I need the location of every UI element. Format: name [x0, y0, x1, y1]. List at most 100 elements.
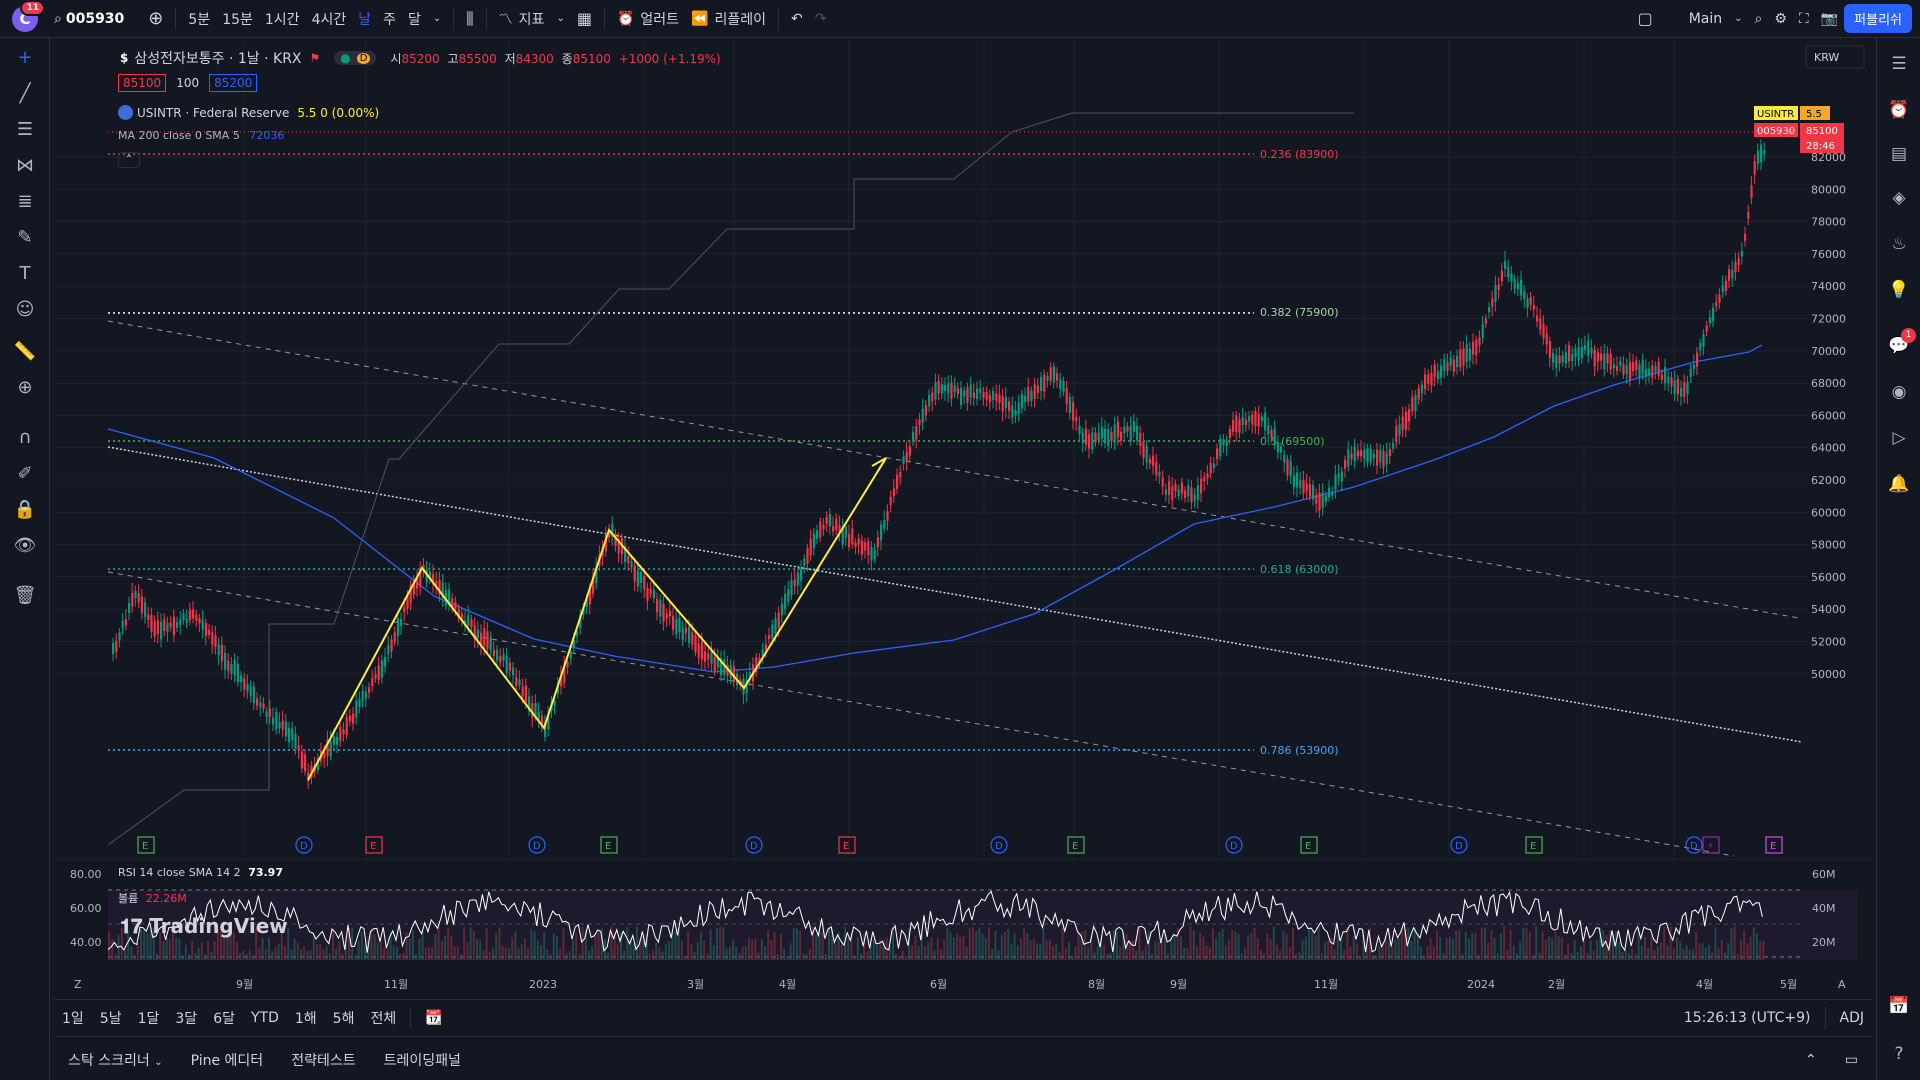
- event-marker-E[interactable]: E: [137, 836, 155, 854]
- range-6m[interactable]: 6달: [213, 1011, 235, 1027]
- rsi-legend[interactable]: RSI 14 close SMA 14 2 73.97: [118, 866, 283, 879]
- range-all[interactable]: 전체: [370, 1011, 397, 1027]
- adj-toggle[interactable]: ADJ: [1839, 1010, 1865, 1026]
- clock-timezone[interactable]: 15:26:13 (UTC+9): [1683, 1010, 1811, 1026]
- zoom-in-icon[interactable]: ⊕: [17, 377, 33, 398]
- time-axis[interactable]: Z A 9월 11월 2023 3월 4월 6월 8월 9월 11월 2024 2월 4월 5월: [54, 970, 1872, 996]
- indicators-button[interactable]: 〽 지표: [493, 0, 551, 38]
- tab-stock-screener[interactable]: 스탁 스크리너 ⌄: [68, 1053, 163, 1069]
- horizontal-lines-icon[interactable]: ☰: [16, 119, 34, 140]
- usintr-legend[interactable]: USINTR · Federal Reserve 5.5 0 (0.00%): [118, 105, 379, 120]
- candle-style-icon[interactable]: ⫼: [466, 8, 474, 28]
- time-axis-auto-icon[interactable]: A: [1838, 978, 1846, 991]
- settings-gear-icon[interactable]: ⚙: [1774, 10, 1787, 27]
- fib-tool-icon[interactable]: ≣: [17, 191, 33, 212]
- event-marker-D[interactable]: D: [295, 836, 313, 854]
- eye-icon[interactable]: 👁: [13, 535, 37, 556]
- event-marker-D[interactable]: D: [1225, 836, 1243, 854]
- interval-day[interactable]: 날: [358, 11, 372, 28]
- brush-icon[interactable]: ✎: [17, 227, 33, 248]
- event-marker-D[interactable]: D: [528, 836, 546, 854]
- ideas-bulb-icon[interactable]: 💡: [1888, 280, 1910, 300]
- interval-1h[interactable]: 1시간: [264, 11, 300, 28]
- fullscreen-icon[interactable]: ⛶: [1798, 10, 1809, 27]
- event-markers[interactable]: E D E D E D E D E D E D E D ⚡ E: [137, 836, 1783, 854]
- redo-icon[interactable]: ↷: [814, 10, 827, 27]
- main-chart-svg[interactable]: 0.236 (83900) 0.382 (75900) 0.5 (69500) …: [54, 40, 1872, 861]
- range-1m[interactable]: 1달: [137, 1011, 160, 1027]
- play-icon[interactable]: ▷: [1892, 428, 1906, 448]
- range-ytd[interactable]: YTD: [250, 1010, 279, 1026]
- range-1d[interactable]: 1일: [62, 1011, 84, 1027]
- pitchfork-icon[interactable]: ⋈: [16, 155, 34, 176]
- volume-legend[interactable]: 볼륨 22.26M: [118, 890, 187, 906]
- event-marker-E[interactable]: E: [1067, 836, 1085, 854]
- range-3m[interactable]: 3달: [175, 1011, 198, 1027]
- emoji-icon[interactable]: ☺: [15, 299, 35, 320]
- chevron-down-icon[interactable]: ⌄: [556, 13, 565, 24]
- channel-upper-line[interactable]: [107, 320, 1800, 619]
- event-marker-D[interactable]: D: [990, 836, 1008, 854]
- user-avatar[interactable]: C 11: [12, 0, 45, 32]
- rsi-line[interactable]: [107, 890, 1763, 953]
- time-axis-left-icon[interactable]: Z: [74, 978, 82, 991]
- hotlist-fire-icon[interactable]: ♨: [1891, 234, 1907, 254]
- symbol-legend[interactable]: $ 삼성전자보통주 · 1날 · KRX ⚑ ● D 시85200 고85500…: [120, 48, 721, 68]
- quick-search-icon[interactable]: ⌕: [1754, 10, 1763, 27]
- event-marker-E[interactable]: E: [1525, 836, 1543, 854]
- layout-square-icon[interactable]: ▢: [1637, 9, 1653, 28]
- symbol-search[interactable]: ⌕ 005930: [48, 0, 130, 38]
- zigzag-pattern[interactable]: [307, 457, 887, 781]
- replay-button[interactable]: ⏪ 리플레이: [685, 0, 772, 38]
- layers-icon[interactable]: ◈: [1892, 188, 1906, 208]
- status-pill[interactable]: ● D: [334, 51, 377, 65]
- ma200-line[interactable]: [107, 344, 1763, 673]
- usintr-line[interactable]: [107, 112, 1354, 846]
- camera-icon[interactable]: 📷: [1820, 10, 1839, 27]
- goto-date-calendar-icon[interactable]: 📆: [425, 1010, 443, 1026]
- alerts-clock-icon[interactable]: ⏰: [1888, 100, 1910, 120]
- crosshair-icon[interactable]: +: [17, 47, 33, 68]
- news-icon[interactable]: ▤: [1890, 144, 1908, 164]
- ruler-icon[interactable]: 📏: [13, 341, 37, 362]
- chevron-down-icon[interactable]: ⌄: [432, 13, 442, 24]
- magnet-icon[interactable]: ∩: [18, 427, 32, 448]
- templates-icon[interactable]: ▦: [576, 9, 592, 28]
- lock-icon[interactable]: 🔒: [13, 499, 37, 520]
- interval-week[interactable]: 주: [383, 11, 397, 28]
- event-marker-⚡[interactable]: ⚡: [1702, 836, 1720, 854]
- help-icon[interactable]: ?: [1894, 1044, 1904, 1064]
- event-marker-E[interactable]: E: [600, 836, 618, 854]
- watchlist-icon[interactable]: ☰: [1891, 54, 1907, 74]
- notifications-bell-icon[interactable]: 🔔: [1888, 474, 1910, 494]
- lock-drawing-icon[interactable]: ✐: [17, 463, 33, 484]
- ma-legend[interactable]: MA 200 close 0 SMA 5 72036: [118, 129, 284, 142]
- chevron-down-icon[interactable]: ⌄: [1734, 13, 1743, 24]
- event-marker-E[interactable]: E: [1300, 836, 1318, 854]
- tab-strategy-tester[interactable]: 전략테스트: [291, 1053, 356, 1069]
- publish-button[interactable]: 퍼블리쉬: [1844, 4, 1912, 33]
- event-marker-E[interactable]: E: [1765, 836, 1783, 854]
- chevron-up-icon[interactable]: ⌃: [1805, 1052, 1817, 1068]
- trend-line-icon[interactable]: ╱: [19, 83, 31, 104]
- event-marker-D[interactable]: D: [1450, 836, 1468, 854]
- event-marker-D[interactable]: D: [1685, 836, 1703, 854]
- interval-4h[interactable]: 4시간: [311, 11, 347, 28]
- alert-button[interactable]: ⏰ 얼러트: [611, 0, 685, 38]
- range-5y[interactable]: 5해: [332, 1011, 355, 1027]
- tab-pine-editor[interactable]: Pine 에디터: [190, 1053, 264, 1069]
- ask-box[interactable]: 85200: [209, 74, 258, 92]
- rsi-pane[interactable]: 80.00 60.00 40.00 60M 40M 20M RSI 14 clo…: [54, 862, 1872, 962]
- maximize-panel-icon[interactable]: ▭: [1844, 1052, 1858, 1068]
- interval-15m[interactable]: 15분: [222, 11, 253, 28]
- rsi-svg[interactable]: 80.00 60.00 40.00 60M 40M 20M: [54, 862, 1872, 962]
- streams-icon[interactable]: ◉: [1891, 382, 1907, 402]
- trash-icon[interactable]: 🗑: [13, 585, 37, 606]
- flag-icon[interactable]: ⚑: [309, 51, 321, 65]
- collapse-legend-chevron-up-icon[interactable]: ⌃: [118, 152, 140, 168]
- layout-name[interactable]: Main: [1683, 0, 1728, 38]
- text-tool-icon[interactable]: T: [19, 263, 31, 284]
- candles-series[interactable]: [112, 139, 1766, 789]
- tab-trading-panel[interactable]: 트레이딩패널: [383, 1053, 461, 1069]
- channel-mid-line[interactable]: [107, 446, 1803, 743]
